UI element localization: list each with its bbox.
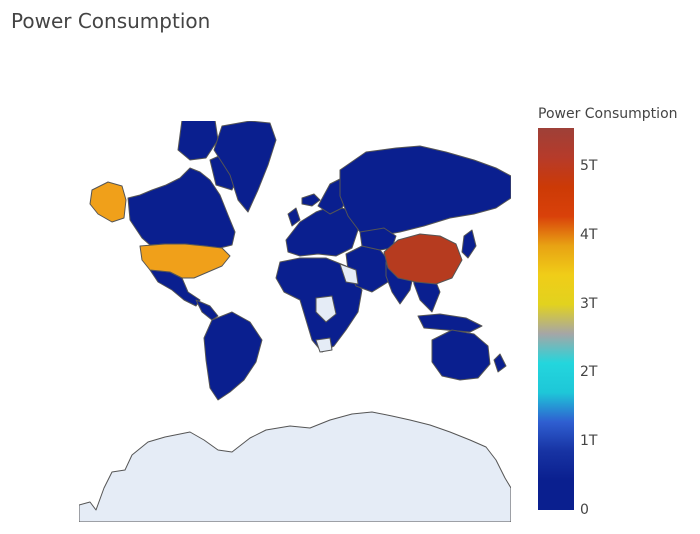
colorbar-tick-1: 4T [580,226,598,243]
world-map[interactable] [79,121,511,522]
colorbar-gradient [538,128,574,510]
region-arctic-islands[interactable] [177,121,219,161]
region-horn-of-africa[interactable] [339,263,359,285]
region-russia[interactable] [339,145,511,237]
region-east-central-africa[interactable] [315,295,337,323]
colorbar-tick-2: 3T [580,295,598,312]
colorbar-tick-0: 5T [580,157,598,174]
colorbar-tick-3: 2T [580,364,598,381]
chart-title: Power Consumption [11,9,211,33]
region-united-states[interactable] [139,243,231,279]
region-europe[interactable] [285,205,359,257]
region-south-america[interactable] [203,311,263,401]
colorbar-tick-5: 0 [580,502,589,518]
colorbar-tick-4: 1T [580,433,598,450]
region-greenland[interactable] [213,121,277,213]
region-iceland[interactable] [301,193,321,207]
region-china[interactable] [383,233,463,285]
region-central-america[interactable] [195,299,219,321]
region-new-zealand[interactable] [493,353,507,373]
colorbar-title: Power Consumption [538,106,678,122]
region-australia[interactable] [431,329,491,381]
region-antarctica[interactable] [79,411,511,522]
region-uk[interactable] [287,207,301,227]
colorbar [538,128,574,510]
region-southern-africa[interactable] [315,337,333,353]
region-indonesia[interactable] [417,313,483,333]
region-japan[interactable] [461,229,477,259]
region-alaska[interactable] [89,181,127,223]
